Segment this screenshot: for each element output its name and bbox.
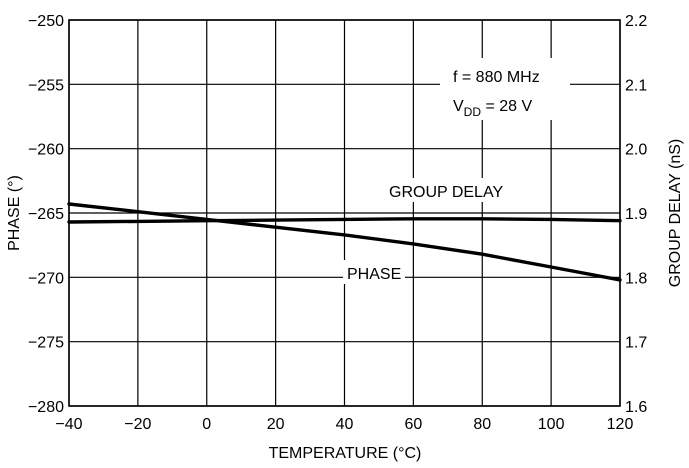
x-tick-label-5: 60 (404, 416, 422, 433)
y-tick-label-3: −265 (28, 206, 64, 223)
y-tick-label-4: −270 (28, 270, 64, 287)
series-line-phase (67, 202, 622, 282)
y2-tick-label-0: 2.2 (625, 13, 647, 30)
y2-tick-label-5: 1.7 (625, 335, 647, 352)
plot-frame (68, 19, 621, 407)
y2-tick-label-3: 1.9 (625, 206, 647, 223)
annotation-background (440, 58, 570, 120)
y-axis-title: PHASE (°) (6, 175, 23, 251)
annotation-vdd-subscript: DD (464, 105, 482, 119)
series-label-phase: PHASE (347, 266, 401, 283)
y-tick-label-6: −280 (28, 399, 64, 416)
x-tick-label-7: 100 (538, 416, 565, 433)
y2-tick-label-1: 2.1 (625, 77, 647, 94)
series-label-group-delay: GROUP DELAY (389, 184, 503, 201)
y-tick-label-0: −250 (28, 13, 64, 30)
x-tick-label-8: 120 (607, 416, 634, 433)
y2-tick-label-2: 2.0 (625, 142, 647, 159)
series (67, 202, 622, 282)
annotation-vdd: VDD = 28 V (453, 98, 532, 119)
y2-tick-label-4: 1.8 (625, 270, 647, 287)
y-tick-label-5: −275 (28, 335, 64, 352)
x-tick-label-0: −40 (55, 416, 82, 433)
phase-label-background (343, 260, 405, 284)
x-tick-label-2: 0 (202, 416, 211, 433)
group-delay-label-background (385, 178, 545, 202)
x-tick-label-6: 80 (473, 416, 491, 433)
x-axis-title: TEMPERATURE (°C) (269, 445, 422, 462)
y2-axis-title: GROUP DELAY (nS) (667, 139, 684, 288)
annotation-vdd-suffix: = 28 V (481, 98, 532, 115)
x-tick-label-1: −20 (124, 416, 151, 433)
x-tick-label-3: 20 (267, 416, 285, 433)
y-tick-label-1: −255 (28, 77, 64, 94)
series-line-group-delay (67, 217, 622, 224)
tick-labels: −40 −20 0 20 40 60 80 100 120 −250 −255 −260 −265 −27… (28, 13, 647, 433)
y-tick-label-2: −260 (28, 142, 64, 159)
annotation-frequency: f = 880 MHz (453, 69, 540, 86)
x-tick-label-4: 40 (336, 416, 354, 433)
y2-tick-label-6: 1.6 (625, 399, 647, 416)
annotation-vdd-prefix: V (453, 98, 464, 115)
